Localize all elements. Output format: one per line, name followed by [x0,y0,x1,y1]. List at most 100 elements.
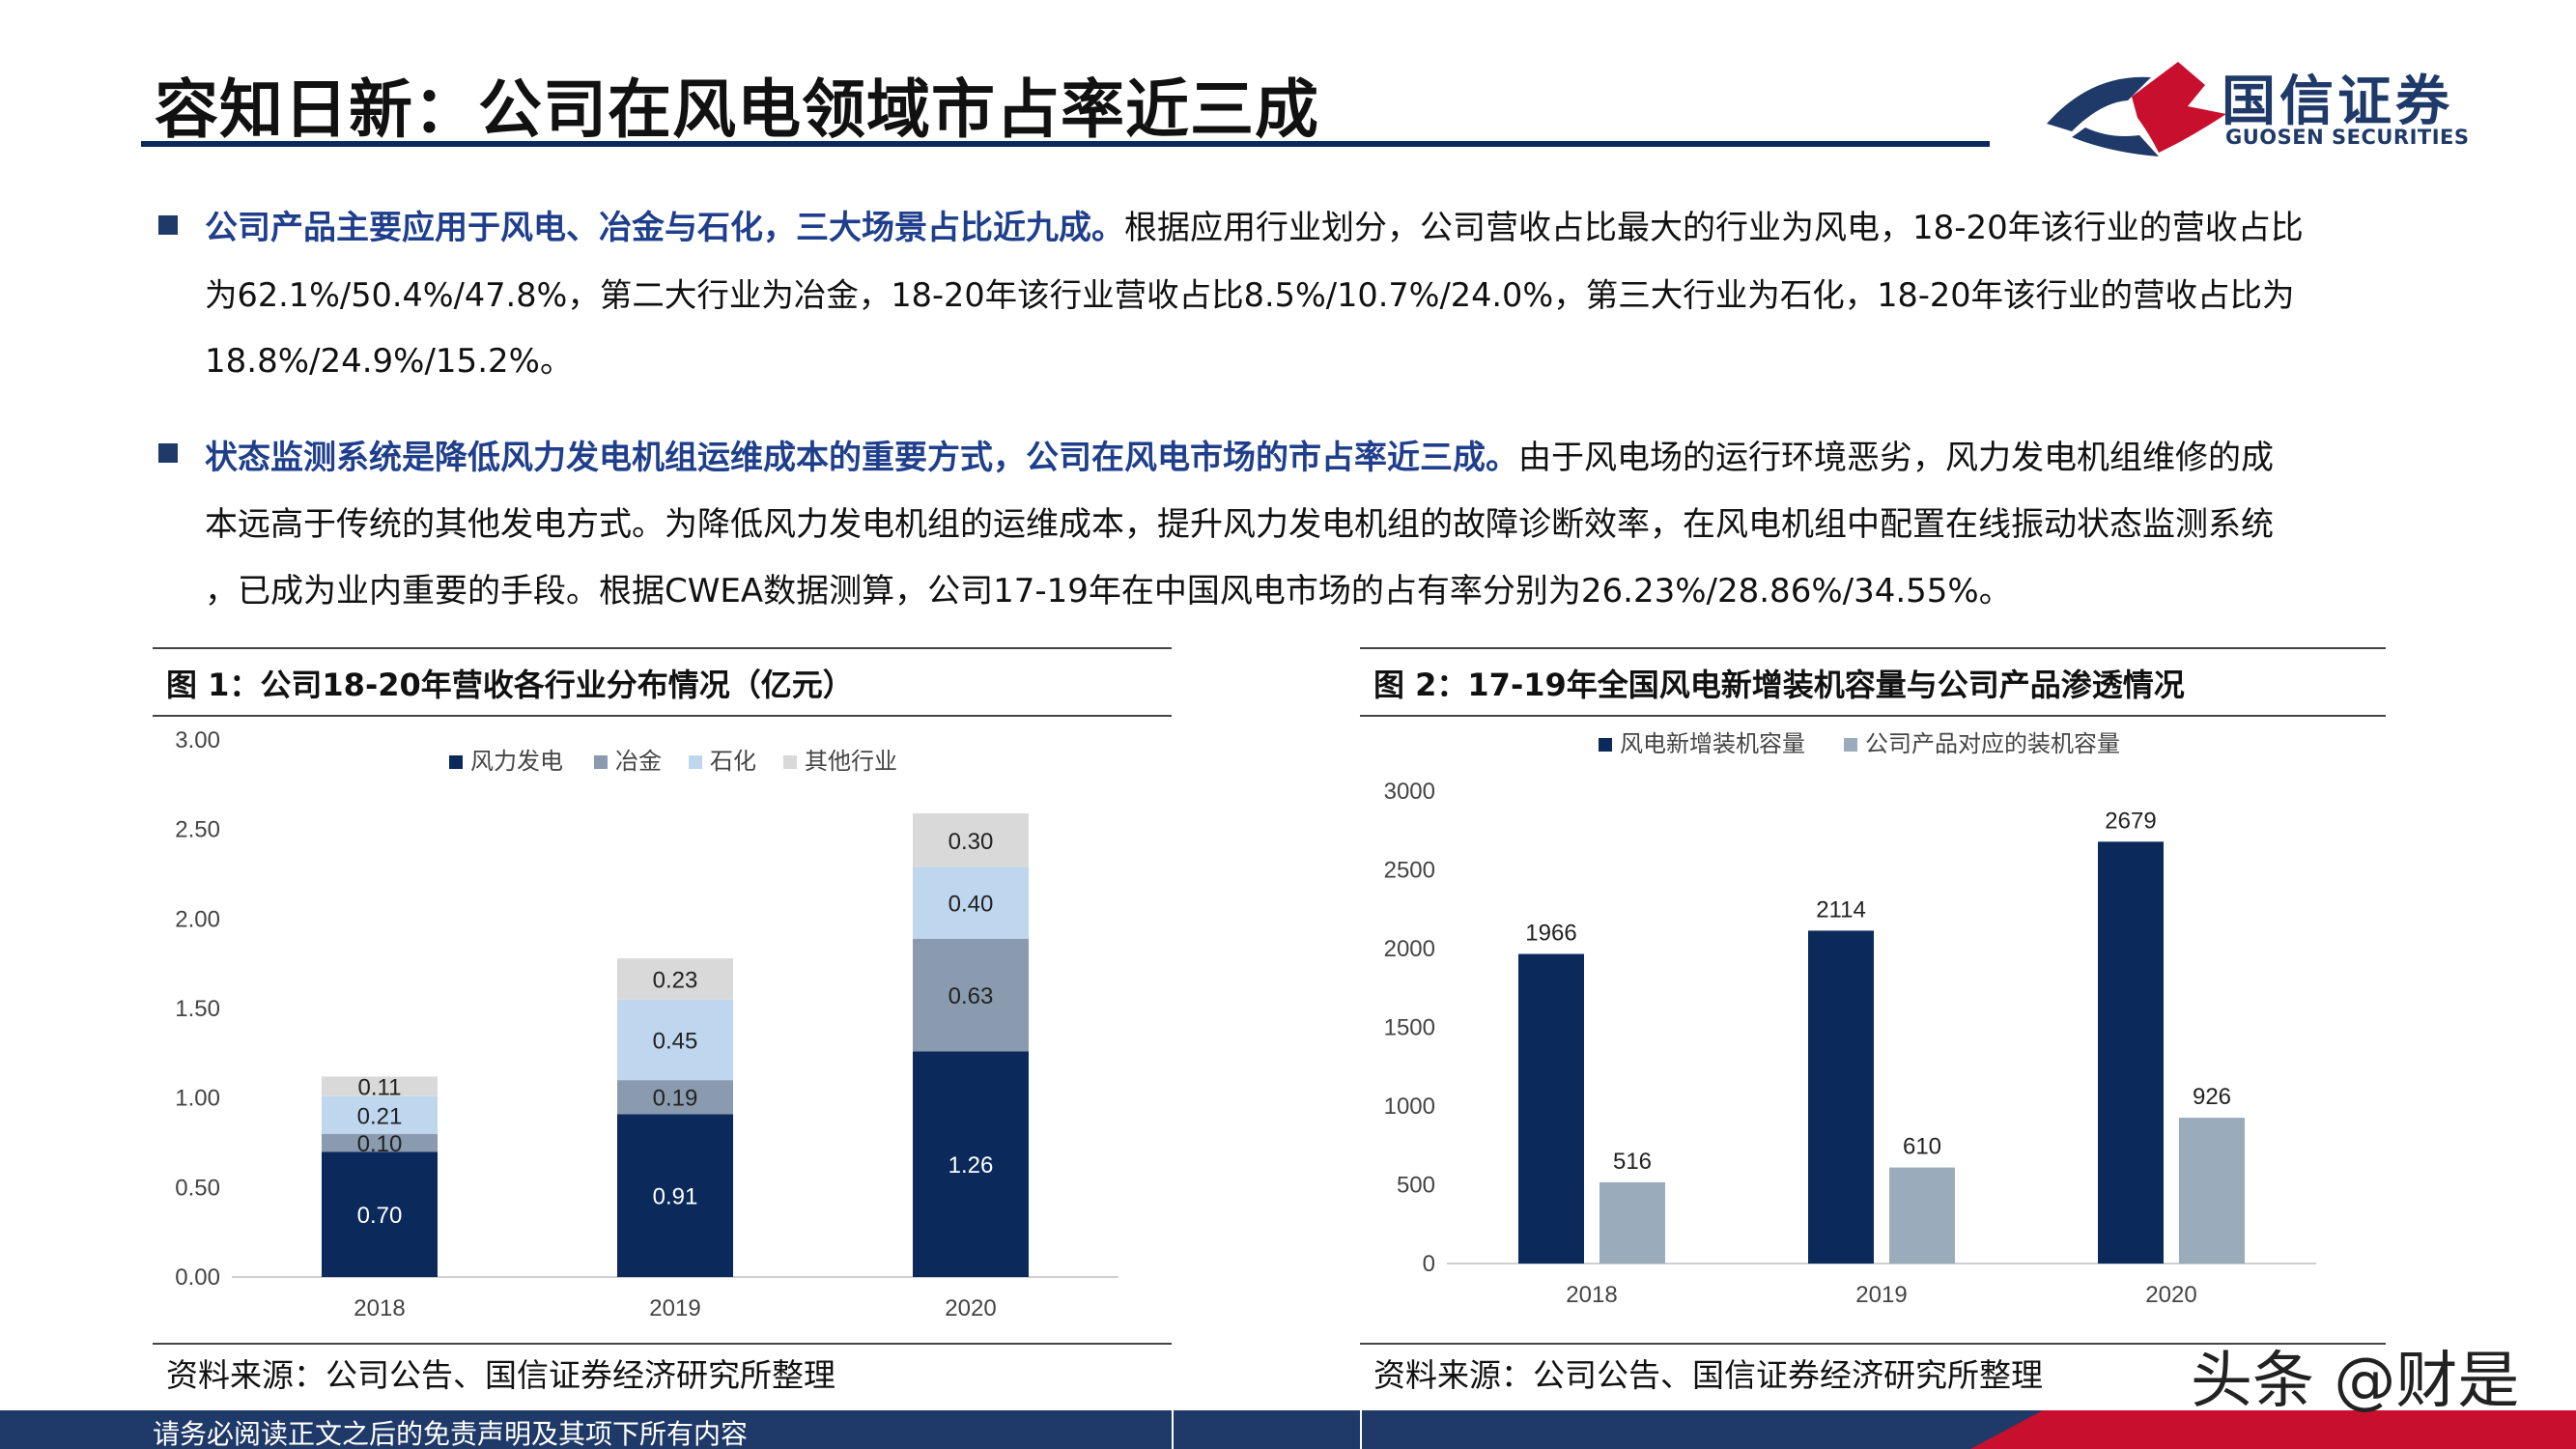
bar-segment [617,1114,733,1277]
bar [2179,1118,2245,1264]
data-label: 610 [1903,1134,1941,1160]
data-label: 0.40 [948,892,994,918]
y-tick-label: 500 [1397,1173,1435,1199]
bar-segment [322,1151,438,1277]
fig1-source: 资料来源：公司公告、国信证券经济研究所整理 [166,1356,835,1394]
legend-swatch [594,755,608,769]
y-tick-label: 2500 [1384,858,1435,884]
y-tick-label: 1500 [1384,1015,1435,1041]
paragraph-1-lead: 公司产品主要应用于风电、冶金与石化，三大场景占比近九成。 [205,209,1124,247]
footer-disclaimer: 请务必阅读正文之后的免责声明及其项下所有内容 [153,1418,749,1449]
paragraph-1-line: 根据应用行业划分，公司营收占比最大的行业为风电，18-20年该行业的营收占比 [1124,209,2304,247]
bar-segment [322,1095,438,1134]
logo-chinese-name: 国信证券 [2222,71,2453,133]
data-label: 1966 [1525,921,1576,947]
bar-segment [322,1076,438,1096]
paragraph-2: 状态监测系统是降低风力发电机组运维成本的重要方式，公司在风电市场的市占率近三成。… [205,425,2426,625]
bullet-square-icon [158,443,178,463]
footer-accent [1970,1410,2576,1449]
data-label: 0.19 [653,1086,698,1112]
bar-segment [322,1133,438,1152]
bar-segment [617,999,733,1081]
x-tick-label: 2019 [1855,1282,1907,1308]
legend-label: 石化 [710,749,756,775]
page-title: 容知日新：公司在风电领域市占率近三成 [155,72,1319,147]
bar-segment [913,867,1029,939]
bullet-square-icon [158,215,178,235]
fig2-chart: 0 500 1000 1500 2000 2500 3000 2018 1966 516 2019 2… [1384,731,2316,1308]
legend-label: 风电新增装机容量 [1620,731,1805,757]
fig1-title: 图 1：公司18-20年营收各行业分布情况（亿元） [166,667,854,703]
data-label: 0.30 [948,829,994,855]
paragraph-2-line: 本远高于传统的其他发电方式。为降低风力发电机组的运维成本，提升风力发电机组的故障… [205,505,2274,544]
data-label: 2679 [2105,808,2156,834]
legend-swatch [1844,738,1857,752]
footer-separator [1172,1410,1174,1449]
y-tick-label: 2.00 [175,906,220,932]
title-divider [141,141,1990,147]
data-label: 0.11 [358,1075,402,1101]
footer-separator [1360,1410,1362,1449]
data-label: 516 [1613,1149,1652,1175]
legend-swatch [783,755,797,769]
x-tick-label: 2020 [945,1295,996,1321]
bar-segment [913,938,1029,1052]
watermark: 头条 @财是 [2191,1346,2520,1417]
legend-label: 其他行业 [805,749,897,775]
y-tick-label: 0 [1423,1251,1435,1277]
data-label: 2114 [1816,896,1866,923]
y-tick-label: 1.50 [175,996,220,1022]
data-label: 0.91 [653,1184,698,1210]
y-tick-label: 3.00 [175,727,220,753]
data-label: 0.21 [357,1103,403,1129]
data-label: 0.10 [357,1131,403,1157]
legend-label: 风力发电 [470,749,563,775]
legend-swatch [689,755,702,769]
bar-segment [913,812,1029,867]
y-tick-label: 0.00 [175,1264,220,1291]
data-label: 0.63 [948,983,994,1009]
paragraph-1-line: 18.8%/24.9%/15.2%。 [205,342,573,381]
legend-label: 公司产品对应的装机容量 [1865,731,2120,757]
x-tick-label: 2019 [649,1295,700,1321]
x-tick-label: 2018 [354,1295,405,1321]
y-tick-label: 0.50 [175,1175,220,1201]
y-tick-label: 3000 [1384,779,1435,805]
bar-segment [617,958,733,1000]
bar [1889,1167,1955,1264]
paragraph-2-lead: 状态监测系统是降低风力发电机组运维成本的重要方式，公司在风电市场的市占率近三成。 [205,439,1518,477]
y-tick-label: 1.00 [175,1086,220,1112]
fig1-top-rule [153,647,1172,649]
bar [1808,930,1874,1264]
fig2-title-rule [1360,715,2386,717]
fig1-bottom-rule [153,1343,1172,1345]
bar [1599,1181,1665,1264]
fig2-top-rule [1360,647,2386,649]
paragraph-1: 公司产品主要应用于风电、冶金与石化，三大场景占比近九成。根据应用行业划分，公司营… [205,195,2426,395]
bar-segment [913,1051,1029,1277]
fig1-title-rule [153,715,1172,717]
paragraph-2-line: ，已成为业内重要的手段。根据CWEA数据测算，公司17-19年在中国风电市场的占… [205,572,2012,611]
fig2-title: 图 2：17-19年全国风电新增装机容量与公司产品渗透情况 [1373,667,2185,703]
data-label: 1.26 [948,1152,994,1179]
data-label: 0.70 [357,1203,403,1229]
fig2-source: 资料来源：公司公告、国信证券经济研究所整理 [1373,1356,2043,1394]
bar [1518,953,1584,1264]
data-label: 0.23 [653,967,698,993]
guosen-logo-icon [2047,62,2226,156]
x-tick-label: 2020 [2145,1282,2196,1308]
y-tick-label: 2000 [1384,936,1435,962]
data-label: 926 [2193,1084,2231,1110]
bar-segment [617,1080,733,1115]
legend-swatch [1599,738,1612,752]
y-tick-label: 1000 [1384,1094,1435,1120]
x-tick-label: 2018 [1566,1282,1617,1308]
paragraph-1-line: 为62.1%/50.4%/47.8%，第二大行业为冶金，18-20年该行业营收占… [205,276,2295,314]
data-label: 0.45 [653,1028,698,1054]
bar [2098,841,2164,1264]
fig2-bottom-rule [1360,1343,2386,1345]
legend-label: 冶金 [615,749,662,775]
legend-swatch [449,755,463,769]
logo-english-name: GUOSEN SECURITIES [2225,126,2470,149]
paragraph-2-line: 由于风电场的运行环境恶劣，风力发电机组维修的成 [1518,439,2274,477]
